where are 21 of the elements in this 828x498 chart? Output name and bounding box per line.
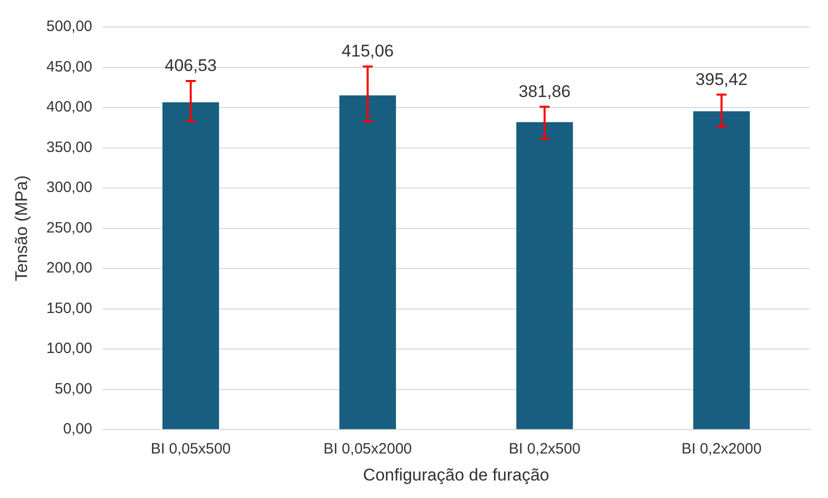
y-tick-label: 450,00 <box>46 58 92 76</box>
y-tick-label: 300,00 <box>46 179 92 196</box>
y-tick-label: 500,00 <box>46 18 92 36</box>
x-tick-label: BI 0,05x500 <box>150 440 231 458</box>
y-axis-title: Tensão (MPa) <box>12 175 31 282</box>
y-tick-label: 400,00 <box>46 98 92 116</box>
x-tick-label: BI 0,2x500 <box>508 440 580 458</box>
y-tick-label: 200,00 <box>46 260 92 277</box>
data-label: 406,53 <box>164 56 217 76</box>
x-tick-label: BI 0,2x2000 <box>682 440 762 458</box>
x-axis-title: Configuração de furação <box>363 465 550 484</box>
y-tick-label: 250,00 <box>46 219 92 236</box>
y-tick-label: 350,00 <box>46 138 92 156</box>
y-tick-label: 0,00 <box>63 420 92 438</box>
y-tick-label: 100,00 <box>46 340 92 358</box>
data-label: 381,86 <box>518 82 571 101</box>
x-tick-label: BI 0,05x2000 <box>323 440 412 458</box>
y-tick-label: 150,00 <box>46 300 92 317</box>
y-tick-label: 50,00 <box>54 380 92 398</box>
data-label: 395,42 <box>696 70 748 89</box>
data-label: 415,06 <box>342 42 394 61</box>
